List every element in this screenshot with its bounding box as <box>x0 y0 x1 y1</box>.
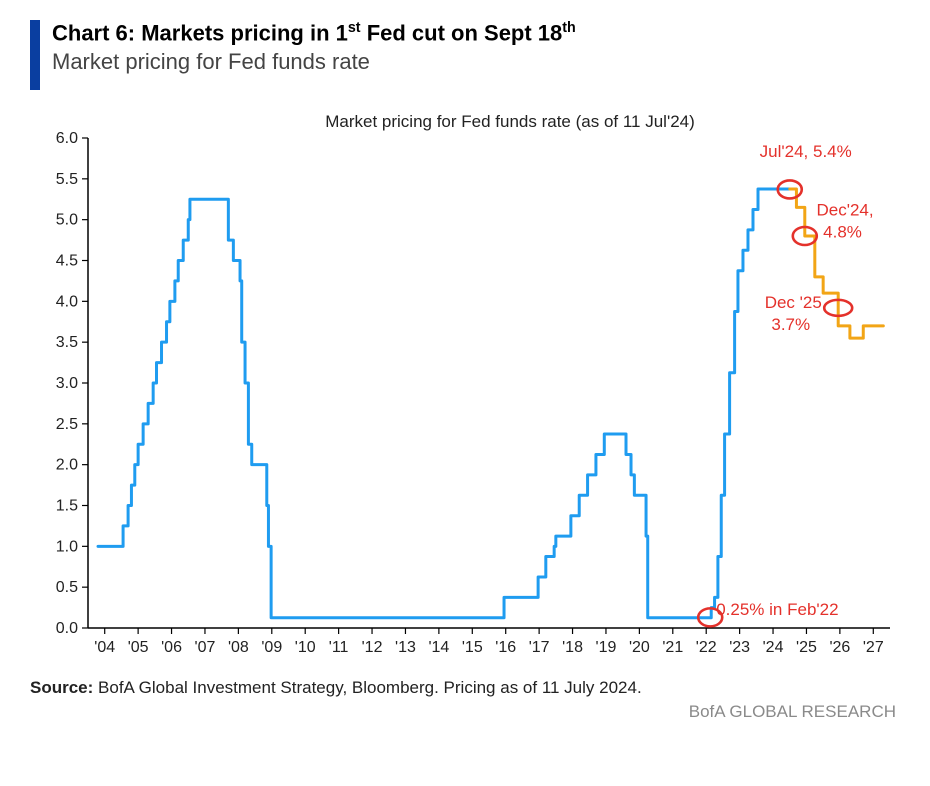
svg-text:'06: '06 <box>161 639 182 656</box>
callout-label: 3.7% <box>771 315 810 334</box>
svg-text:'20: '20 <box>629 639 650 656</box>
source-text: BofA Global Investment Strategy, Bloombe… <box>93 678 641 697</box>
svg-text:1.5: 1.5 <box>56 498 78 515</box>
svg-text:'08: '08 <box>228 639 249 656</box>
svg-text:'21: '21 <box>662 639 683 656</box>
line-chart: 0.0 0.5 1.0 1.5 2.0 2.5 3.0 3.5 4.0 4.5 5.0 5.5 6.0 '… <box>30 132 900 662</box>
chart-panel: Market pricing for Fed funds rate (as of… <box>30 108 900 668</box>
svg-text:'04: '04 <box>94 639 115 656</box>
svg-text:'19: '19 <box>596 639 617 656</box>
source-label: Source: <box>30 678 93 697</box>
svg-text:2.5: 2.5 <box>56 416 78 433</box>
svg-text:'10: '10 <box>295 639 316 656</box>
svg-text:'18: '18 <box>562 639 583 656</box>
attribution: BofA GLOBAL RESEARCH <box>30 702 900 722</box>
svg-text:'13: '13 <box>395 639 416 656</box>
svg-text:'05: '05 <box>128 639 149 656</box>
svg-text:3.5: 3.5 <box>56 334 78 351</box>
chart-caption: Market pricing for Fed funds rate (as of… <box>30 108 900 132</box>
svg-text:4.5: 4.5 <box>56 253 78 270</box>
chart-title: Chart 6: Markets pricing in 1st Fed cut … <box>52 20 900 47</box>
svg-text:'22: '22 <box>696 639 717 656</box>
svg-text:0.5: 0.5 <box>56 579 78 596</box>
callout-label: Jul'24, 5.4% <box>760 142 852 161</box>
svg-text:5.5: 5.5 <box>56 171 78 188</box>
svg-text:'12: '12 <box>362 639 383 656</box>
svg-text:'14: '14 <box>428 639 449 656</box>
svg-text:6.0: 6.0 <box>56 132 78 147</box>
svg-text:'25: '25 <box>796 639 817 656</box>
svg-text:'26: '26 <box>829 639 850 656</box>
svg-text:3.0: 3.0 <box>56 375 78 392</box>
chart-header: Chart 6: Markets pricing in 1st Fed cut … <box>30 20 900 90</box>
source-line: Source: BofA Global Investment Strategy,… <box>30 678 900 698</box>
svg-text:'17: '17 <box>529 639 550 656</box>
svg-text:1.0: 1.0 <box>56 538 78 555</box>
svg-text:'23: '23 <box>729 639 750 656</box>
svg-text:'07: '07 <box>195 639 216 656</box>
svg-text:2.0: 2.0 <box>56 457 78 474</box>
callout-label: Dec '25, <box>765 293 827 312</box>
svg-text:4.0: 4.0 <box>56 293 78 310</box>
svg-text:'16: '16 <box>495 639 516 656</box>
svg-text:0.0: 0.0 <box>56 620 78 637</box>
callout-label: 4.8% <box>823 223 862 242</box>
callout-label: Dec'24, <box>816 201 873 220</box>
svg-text:'24: '24 <box>763 639 784 656</box>
svg-text:'09: '09 <box>261 639 282 656</box>
svg-text:'27: '27 <box>863 639 884 656</box>
svg-text:'11: '11 <box>329 639 349 656</box>
accent-bar <box>30 20 40 90</box>
svg-text:'15: '15 <box>462 639 483 656</box>
chart-subtitle: Market pricing for Fed funds rate <box>52 49 900 75</box>
callout-label: 0.25% in Feb'22 <box>716 600 838 619</box>
svg-text:5.0: 5.0 <box>56 212 78 229</box>
